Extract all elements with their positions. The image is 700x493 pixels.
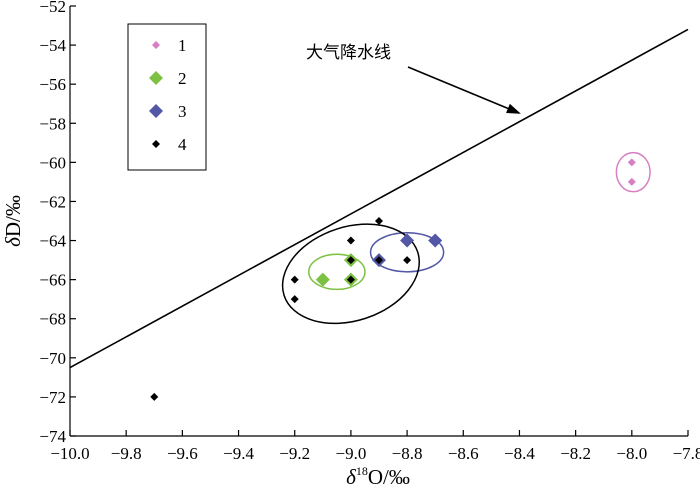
series-2-point xyxy=(315,272,330,287)
x-tick-label: −8.8 xyxy=(392,444,423,463)
y-tick-label: −74 xyxy=(39,427,66,446)
x-tick-label: −9.0 xyxy=(335,444,366,463)
y-tick-label: −54 xyxy=(39,36,66,55)
series-4-point xyxy=(403,256,412,265)
legend-box xyxy=(127,23,207,171)
series-4-point xyxy=(290,295,299,304)
series-3-point xyxy=(400,233,415,248)
legend-label-3: 3 xyxy=(178,102,187,121)
group-2-ellipse xyxy=(308,253,366,291)
y-axis-title: δD/‰ xyxy=(1,195,25,247)
meteoric-water-line-label: 大气降水线 xyxy=(306,43,391,63)
meteoric-water-line xyxy=(69,28,689,369)
legend-label-4: 4 xyxy=(178,135,187,154)
series-3-point xyxy=(428,233,443,248)
x-tick-label: −9.8 xyxy=(111,444,142,463)
x-tick-label: −8.4 xyxy=(504,444,535,463)
series-1-point xyxy=(627,158,636,167)
group-4-ellipse xyxy=(281,223,421,325)
legend-label-1: 1 xyxy=(178,36,187,55)
legend: 1 2 3 4 xyxy=(127,23,207,171)
reference-line-layer: 大气降水线 xyxy=(69,28,689,369)
ellipse-layer xyxy=(281,151,651,325)
y-tick-label: −62 xyxy=(39,192,66,211)
x-tick-label: −8.2 xyxy=(560,444,591,463)
legend-marker-4 xyxy=(152,140,160,148)
series-4-point xyxy=(346,275,355,284)
group-1-ellipse xyxy=(615,151,651,193)
y-tick-label: −70 xyxy=(39,349,66,368)
points-layer xyxy=(150,158,636,401)
series-4-point xyxy=(375,256,383,265)
series-4-point xyxy=(150,392,159,401)
legend-label-2: 2 xyxy=(178,69,187,88)
y-tick-label: −52 xyxy=(39,0,66,16)
x-tick-label: −9.6 xyxy=(167,444,198,463)
x-axis-title: δ18O/‰ xyxy=(346,464,410,489)
series-1-point xyxy=(627,177,636,186)
x-tick-label: −8.6 xyxy=(448,444,479,463)
series-4-point xyxy=(375,217,383,225)
series-4-point xyxy=(346,256,355,265)
x-tick-label: −10.0 xyxy=(50,444,89,463)
series-4-point xyxy=(290,275,299,284)
y-tick-label: −64 xyxy=(39,232,66,251)
legend-marker-2 xyxy=(149,71,163,85)
axes: −10.0 −9.8 −9.6 −9.4 −9.2 −9.0 −8.8 −8.6 −8.4 −8.… xyxy=(39,0,700,463)
y-tick-label: −68 xyxy=(39,310,66,329)
x-tick-label: −8.0 xyxy=(616,444,647,463)
legend-marker-3 xyxy=(149,104,163,118)
group-3-ellipse xyxy=(369,231,445,273)
y-tick-label: −72 xyxy=(39,388,66,407)
x-tick-label: −7.8 xyxy=(673,444,700,463)
series-4-point xyxy=(346,236,355,245)
axis-titles: δ18O/‰ δD/‰ xyxy=(1,195,410,489)
y-tick-label: −60 xyxy=(39,153,66,172)
legend-marker-1 xyxy=(152,41,160,49)
y-tick-label: −56 xyxy=(39,75,66,94)
y-tick-label: −66 xyxy=(39,271,66,290)
x-tick-label: −9.2 xyxy=(279,444,310,463)
y-tick-label: −58 xyxy=(39,114,66,133)
x-tick-label: −9.4 xyxy=(223,444,254,463)
annotation-arrow xyxy=(407,66,521,114)
